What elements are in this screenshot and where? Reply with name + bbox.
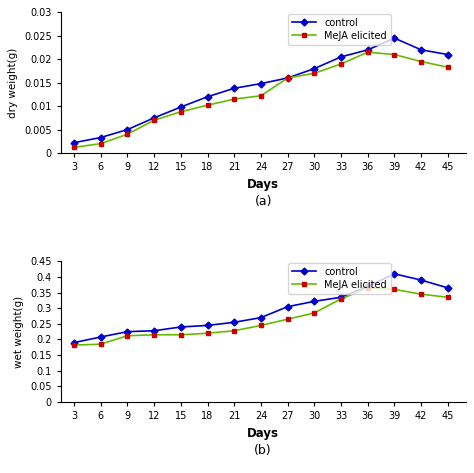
MeJA elicited <box>338 61 344 67</box>
control <box>151 328 157 333</box>
MeJA elicited <box>258 323 264 328</box>
Line: control: control <box>72 272 450 345</box>
MeJA elicited <box>151 117 157 123</box>
control <box>71 140 77 146</box>
X-axis label: Days: Days <box>247 427 279 439</box>
MeJA elicited <box>285 316 291 322</box>
MeJA elicited <box>178 109 184 114</box>
control <box>178 104 184 110</box>
MeJA elicited <box>205 331 210 336</box>
MeJA elicited <box>365 49 371 55</box>
MeJA elicited <box>125 333 130 339</box>
control <box>392 35 397 41</box>
MeJA elicited <box>205 102 210 108</box>
control <box>285 304 291 309</box>
control <box>205 323 210 328</box>
MeJA elicited <box>445 64 451 70</box>
MeJA elicited <box>392 287 397 292</box>
MeJA elicited <box>365 285 371 291</box>
MeJA elicited <box>231 96 237 102</box>
MeJA elicited <box>98 141 103 147</box>
MeJA elicited <box>71 342 77 348</box>
control <box>258 315 264 320</box>
Line: MeJA elicited: MeJA elicited <box>72 286 450 348</box>
MeJA elicited <box>98 342 103 347</box>
MeJA elicited <box>419 291 424 297</box>
control <box>365 47 371 53</box>
control <box>311 298 317 304</box>
Y-axis label: wet weight(g): wet weight(g) <box>15 296 25 368</box>
control <box>71 340 77 345</box>
control <box>205 94 210 100</box>
control <box>419 277 424 283</box>
control <box>338 295 344 300</box>
MeJA elicited <box>71 145 77 150</box>
control <box>151 115 157 121</box>
control <box>419 47 424 53</box>
control <box>125 329 130 334</box>
control <box>311 66 317 71</box>
MeJA elicited <box>151 332 157 338</box>
X-axis label: Days: Days <box>247 177 279 191</box>
Legend: control, MeJA elicited: control, MeJA elicited <box>288 14 391 45</box>
MeJA elicited <box>285 75 291 81</box>
MeJA elicited <box>311 70 317 76</box>
control <box>285 75 291 81</box>
MeJA elicited <box>125 131 130 137</box>
control <box>231 86 237 91</box>
control <box>98 334 103 340</box>
MeJA elicited <box>311 310 317 316</box>
control <box>338 54 344 60</box>
Y-axis label: dry weight(g): dry weight(g) <box>9 48 18 118</box>
MeJA elicited <box>231 328 237 333</box>
MeJA elicited <box>392 52 397 57</box>
Legend: control, MeJA elicited: control, MeJA elicited <box>288 263 391 294</box>
Line: MeJA elicited: MeJA elicited <box>72 50 450 150</box>
control <box>445 52 451 57</box>
MeJA elicited <box>258 93 264 99</box>
Line: control: control <box>72 35 450 145</box>
control <box>258 81 264 87</box>
control <box>365 283 371 289</box>
control <box>125 127 130 132</box>
Text: (a): (a) <box>255 195 272 208</box>
MeJA elicited <box>419 59 424 64</box>
MeJA elicited <box>178 332 184 338</box>
MeJA elicited <box>445 295 451 300</box>
control <box>178 324 184 330</box>
control <box>231 319 237 325</box>
control <box>98 135 103 140</box>
control <box>392 271 397 277</box>
control <box>445 285 451 291</box>
Text: (b): (b) <box>255 444 272 457</box>
MeJA elicited <box>338 296 344 302</box>
